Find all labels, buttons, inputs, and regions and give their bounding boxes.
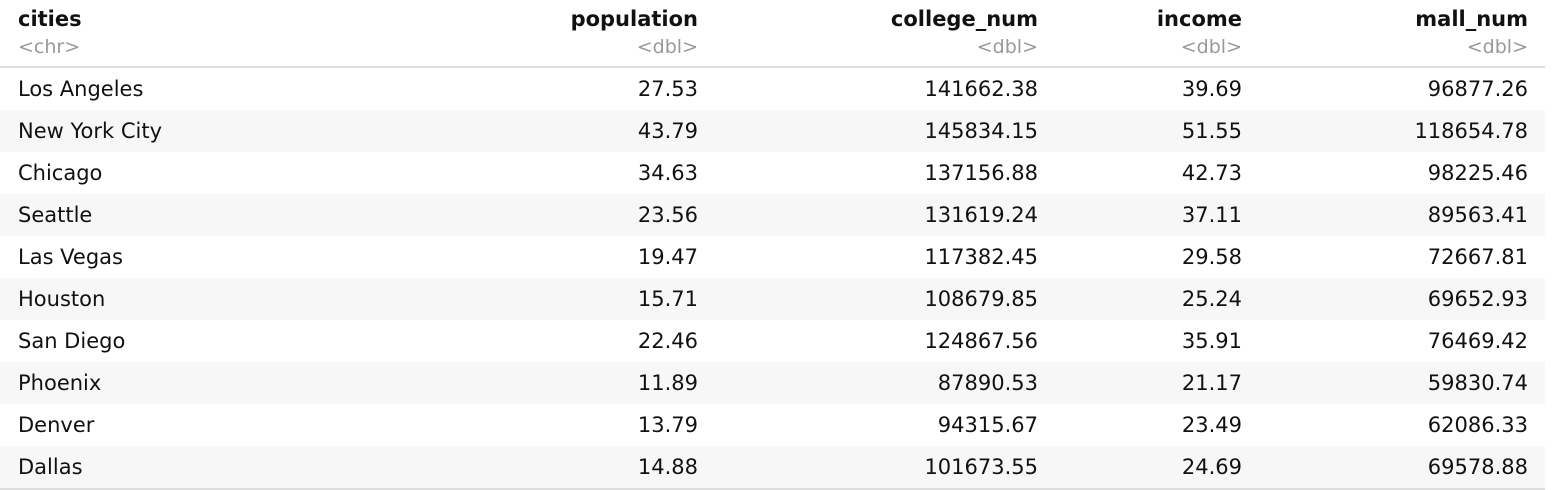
table-cell: 131619.24 xyxy=(924,203,1038,227)
table-cell: 76469.42 xyxy=(1427,329,1528,353)
column-type: <chr> xyxy=(18,36,81,58)
table-cell: 117382.45 xyxy=(924,245,1038,269)
table-cell: 69578.88 xyxy=(1427,455,1528,479)
table-cell: 37.11 xyxy=(1181,203,1242,227)
table-cell: 39.69 xyxy=(1181,77,1242,101)
table-cell: 19.47 xyxy=(637,245,698,269)
table-cell: Denver xyxy=(18,413,95,437)
column-name: cities xyxy=(18,7,82,31)
row-stripe xyxy=(0,110,1545,152)
table-cell: 96877.26 xyxy=(1427,77,1528,101)
column-type: <dbl> xyxy=(1180,36,1242,58)
column-name: population xyxy=(570,7,698,31)
row-stripe xyxy=(0,278,1545,320)
table-cell: 101673.55 xyxy=(924,455,1038,479)
table-cell: 11.89 xyxy=(637,371,698,395)
table-cell: 124867.56 xyxy=(924,329,1038,353)
table-cell: 27.53 xyxy=(637,77,698,101)
table-cell: 137156.88 xyxy=(924,161,1038,185)
table-cell: 22.46 xyxy=(637,329,698,353)
table-cell: 145834.15 xyxy=(924,119,1038,143)
column-name: income xyxy=(1156,7,1242,31)
header-rule xyxy=(0,66,1545,68)
table-cell: 29.58 xyxy=(1181,245,1242,269)
table-cell: New York City xyxy=(18,119,162,143)
table-cell: 59830.74 xyxy=(1427,371,1528,395)
table-cell: 23.49 xyxy=(1181,413,1242,437)
table-cell: 14.88 xyxy=(637,455,698,479)
table-cell: 69652.93 xyxy=(1427,287,1528,311)
column-type: <dbl> xyxy=(1466,36,1528,58)
table-cell: 72667.81 xyxy=(1427,245,1528,269)
column-name: mall_num xyxy=(1415,7,1528,31)
column-type: <dbl> xyxy=(636,36,698,58)
table-cell: 21.17 xyxy=(1181,371,1242,395)
table-cell: Phoenix xyxy=(18,371,102,395)
table-cell: 51.55 xyxy=(1181,119,1242,143)
bottom-rule xyxy=(0,488,1545,490)
table-cell: Chicago xyxy=(18,161,103,185)
table-cell: 98225.46 xyxy=(1427,161,1528,185)
row-stripe xyxy=(0,446,1545,488)
table-cell: 15.71 xyxy=(637,287,698,311)
table-cell: Las Vegas xyxy=(18,245,123,269)
table-cell: Houston xyxy=(18,287,106,311)
column-name: college_num xyxy=(890,7,1038,31)
table-cell: Seattle xyxy=(18,203,93,227)
table-cell: 24.69 xyxy=(1181,455,1242,479)
row-stripe xyxy=(0,194,1545,236)
table-cell: 87890.53 xyxy=(937,371,1038,395)
row-stripe xyxy=(0,362,1545,404)
table-cell: 23.56 xyxy=(637,203,698,227)
table-cell: 25.24 xyxy=(1181,287,1242,311)
table-cell: 94315.67 xyxy=(937,413,1038,437)
table-cell: Dallas xyxy=(18,455,83,479)
table-cell: 141662.38 xyxy=(924,77,1038,101)
table-cell: 13.79 xyxy=(637,413,698,437)
table-cell: San Diego xyxy=(18,329,126,353)
table-cell: 43.79 xyxy=(637,119,698,143)
table-cell: 35.91 xyxy=(1181,329,1242,353)
table-cell: 42.73 xyxy=(1181,161,1242,185)
column-type: <dbl> xyxy=(976,36,1038,58)
table-cell: 62086.33 xyxy=(1427,413,1528,437)
table-cell: 89563.41 xyxy=(1427,203,1528,227)
table-cell: 34.63 xyxy=(637,161,698,185)
table-cell: Los Angeles xyxy=(18,77,144,101)
table-cell: 108679.85 xyxy=(924,287,1038,311)
table-cell: 118654.78 xyxy=(1414,119,1528,143)
